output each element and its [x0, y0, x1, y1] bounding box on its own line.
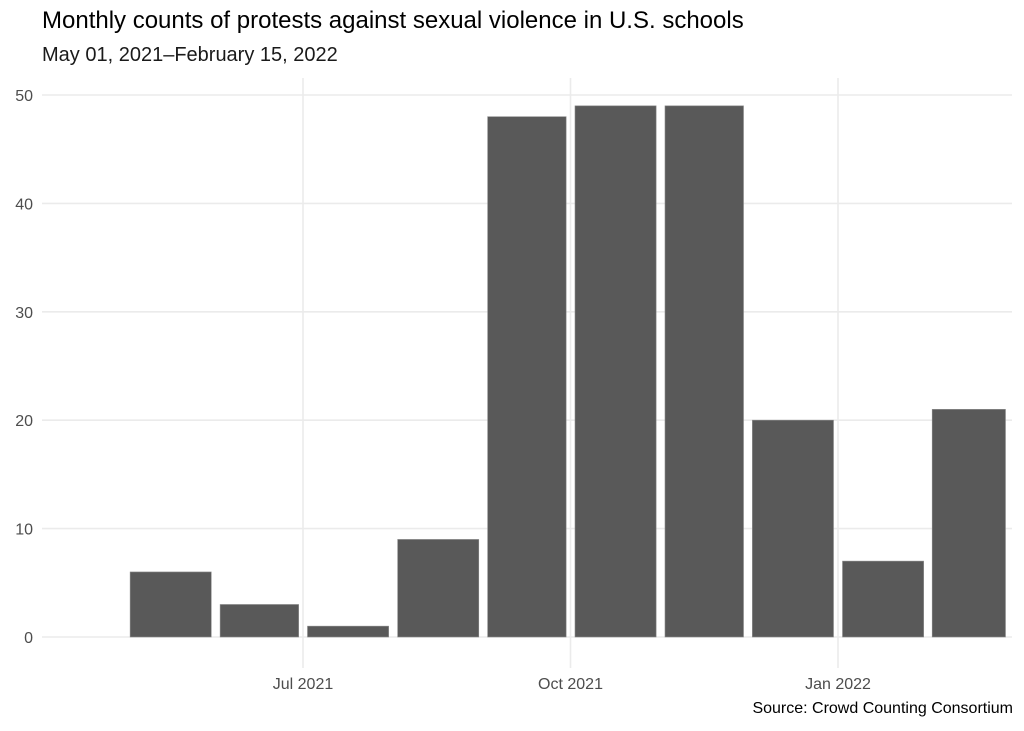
y-tick-label: 10: [15, 522, 33, 539]
y-tick-label: 0: [24, 630, 33, 647]
bar-2021-05: [129, 571, 212, 638]
bar-2021-09: [487, 116, 567, 638]
x-tick-label: Oct 2021: [538, 676, 603, 693]
y-tick-label: 50: [15, 88, 33, 105]
bar-2021-10: [574, 105, 657, 638]
bar-2021-07: [307, 625, 389, 638]
y-tick-label: 20: [15, 413, 33, 430]
bar-2021-06: [219, 604, 299, 638]
y-axis-ticks: 0 10 20 30 40 50: [15, 88, 33, 647]
bar-2021-12: [752, 419, 834, 638]
x-tick-label: Jul 2021: [273, 676, 334, 693]
bar-2021-11: [664, 105, 744, 638]
x-axis-ticks: Jul 2021 Oct 2021 Jan 2022: [273, 676, 871, 693]
bar-2022-02: [931, 409, 1006, 638]
y-tick-label: 30: [15, 305, 33, 322]
bars: [129, 105, 1006, 638]
chart-caption: Source: Crowd Counting Consortium: [752, 700, 1013, 717]
bar-2021-08: [397, 539, 480, 638]
bar-2022-01: [842, 560, 924, 638]
chart-subtitle: May 01, 2021–February 15, 2022: [42, 44, 338, 66]
chart-title: Monthly counts of protests against sexua…: [42, 7, 744, 34]
y-tick-label: 40: [15, 196, 33, 213]
x-tick-label: Jan 2022: [805, 676, 871, 693]
